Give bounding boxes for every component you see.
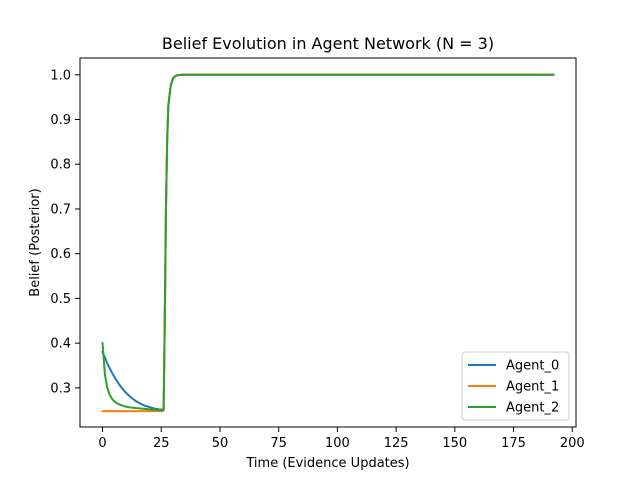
x-tick-label: 200 bbox=[560, 436, 585, 451]
y-tick-label: 0.4 bbox=[50, 337, 71, 352]
legend: Agent_0 Agent_1 Agent_2 bbox=[461, 351, 570, 421]
x-tick-label: 125 bbox=[384, 436, 409, 451]
legend-label: Agent_0 bbox=[506, 359, 559, 374]
legend-label: Agent_2 bbox=[506, 401, 559, 416]
x-tick-label: 175 bbox=[501, 436, 526, 451]
x-tick-label: 25 bbox=[153, 436, 170, 451]
x-tick-label: 75 bbox=[270, 436, 287, 451]
series-layer bbox=[101, 73, 555, 413]
legend-box bbox=[461, 351, 570, 421]
x-tick-label: 0 bbox=[98, 436, 106, 451]
y-tick-label: 0.8 bbox=[50, 158, 71, 173]
axes-frame bbox=[79, 57, 577, 428]
series-line-agent-2 bbox=[101, 73, 555, 412]
x-axis-ticks: 0 25 50 75 100 125 150 175 200 bbox=[98, 427, 585, 451]
plot-area: 0 25 50 75 100 125 150 175 200 0.30.40.50.60.70.… bbox=[50, 57, 585, 451]
y-tick-label: 0.5 bbox=[50, 292, 71, 307]
y-axis-label: Belief (Posterior) bbox=[28, 188, 43, 296]
x-tick-label: 150 bbox=[442, 436, 467, 451]
y-tick-label: 0.9 bbox=[50, 113, 71, 128]
y-tick-label: 0.7 bbox=[50, 202, 71, 217]
x-tick-label: 50 bbox=[212, 436, 229, 451]
chart-title: Belief Evolution in Agent Network (N = 3… bbox=[162, 34, 494, 53]
x-axis-label: Time (Evidence Updates) bbox=[245, 456, 409, 471]
y-tick-label: 1.0 bbox=[50, 68, 71, 83]
x-tick-label: 100 bbox=[325, 436, 350, 451]
y-axis-ticks: 0.3 0.4 0.5 0.6 0.7 0.8 0.9 1.0 bbox=[50, 68, 80, 396]
legend-label: Agent_1 bbox=[506, 380, 559, 395]
y-tick-label: 0.3 bbox=[50, 381, 71, 396]
y-tick-label: 0.6 bbox=[50, 247, 71, 262]
